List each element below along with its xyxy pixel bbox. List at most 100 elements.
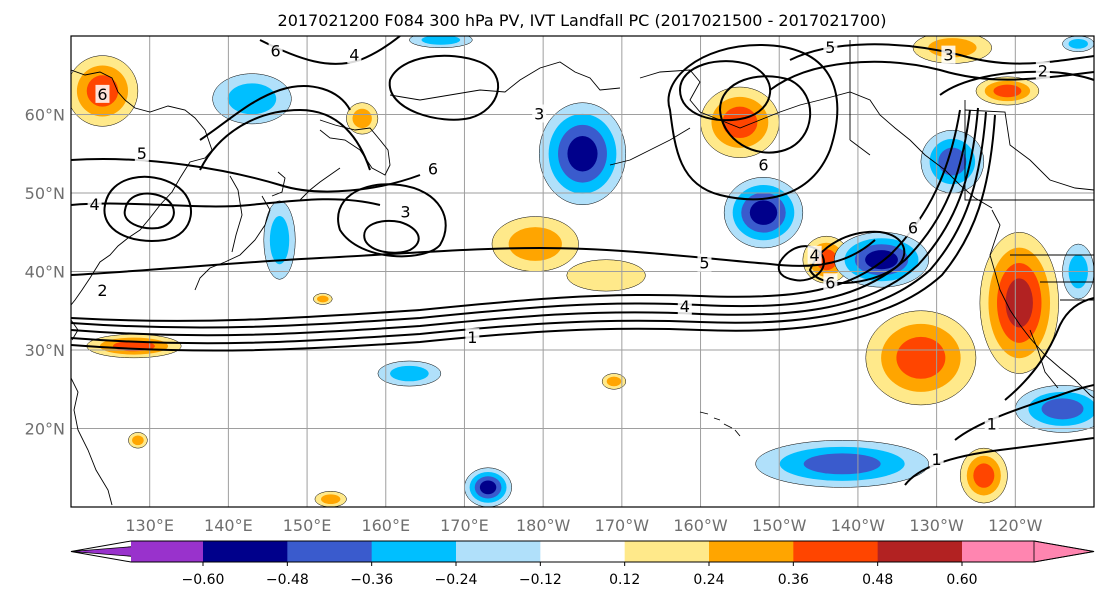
contour-label: 2 xyxy=(1038,61,1048,80)
contour-label-background xyxy=(95,281,110,300)
longitude-tick-label: 140°W xyxy=(831,516,886,535)
pv-anomaly xyxy=(491,216,579,272)
colorbar-segment xyxy=(540,541,626,562)
pv-anomaly-band xyxy=(567,136,598,172)
colorbar-segment xyxy=(203,541,288,562)
contour-label: 4 xyxy=(349,46,359,65)
latitude-tick-labels: 20°N 30°N 40°N 50°N 60°N xyxy=(25,106,65,439)
colorbar-segment xyxy=(131,541,203,562)
contour-label: 4 xyxy=(810,246,820,265)
pv-anomaly-band xyxy=(269,215,290,265)
contour-label-background xyxy=(465,328,480,347)
pv-anomaly xyxy=(975,76,1040,106)
pv-anomaly xyxy=(865,310,977,406)
longitude-tick-label: 150°W xyxy=(752,516,807,535)
contour-label: 2 xyxy=(97,281,107,300)
contour-label: 1 xyxy=(467,328,477,347)
contour-label: 3 xyxy=(534,105,544,124)
colorbar-tick-label: −0.24 xyxy=(435,572,478,588)
pv-anomaly-band xyxy=(390,365,429,382)
pv-anomaly-band xyxy=(132,435,144,446)
pv-anomaly xyxy=(314,491,347,507)
contour-label-background xyxy=(823,37,838,56)
longitude-tick-label: 170°E xyxy=(440,516,489,535)
pv-anomaly-band xyxy=(508,227,562,261)
pv-anomaly-band xyxy=(1005,278,1033,328)
pv-anomaly xyxy=(128,432,148,449)
pv-anomaly-band xyxy=(803,453,881,475)
colorbar-outline xyxy=(70,540,1095,563)
contour-label: 6 xyxy=(758,156,768,175)
longitude-tick-labels: 130°E 140°E 150°E 160°E 170°E 180°W 170°W 160°W… xyxy=(125,516,1042,535)
pv-anomaly-band xyxy=(749,200,778,225)
pv-anomaly xyxy=(755,440,929,488)
pv-anomaly xyxy=(1015,385,1094,433)
pv-anomaly-fills xyxy=(71,36,1094,507)
longitude-tick-label: 130°W xyxy=(909,516,964,535)
colorbar-tick-label: 0.60 xyxy=(946,572,977,588)
pv-anomaly-band xyxy=(421,36,461,45)
contour-label-background xyxy=(134,143,149,162)
contour-label-background xyxy=(95,84,110,103)
contour-label: 6 xyxy=(271,42,281,61)
map-gridlines xyxy=(71,36,1094,507)
latitude-tick-label: 50°N xyxy=(25,184,65,203)
contour-label-background xyxy=(87,194,102,213)
latitude-tick-label: 40°N xyxy=(25,263,65,282)
pv-anomaly xyxy=(409,36,473,49)
pv-anomaly-band xyxy=(479,480,497,495)
pv-anomaly xyxy=(313,293,333,305)
colorbar-tick-label: −0.60 xyxy=(182,572,225,588)
contour-label: 5 xyxy=(825,38,835,57)
pv-anomaly xyxy=(212,73,292,125)
pv-anomaly-band xyxy=(896,336,946,379)
pv-anomaly xyxy=(566,259,646,292)
contour-label: 1 xyxy=(987,415,997,434)
pv-anomaly-band xyxy=(993,84,1022,98)
colorbar-segment xyxy=(877,541,963,562)
contour-label-background xyxy=(756,155,771,174)
longitude-tick-label: 150°E xyxy=(283,516,332,535)
colorbar-segment xyxy=(709,541,794,562)
figure-title: 2017021200 F084 300 hPa PV, IVT Landfall… xyxy=(278,11,887,30)
contour-label-background xyxy=(807,245,822,264)
pv-anomaly xyxy=(723,177,804,249)
contour-label-background xyxy=(697,253,712,272)
pv-anomaly-band xyxy=(1041,398,1084,420)
longitude-tick-label: 140°E xyxy=(204,516,253,535)
contour-label-background xyxy=(677,296,692,315)
pv-anomaly-band xyxy=(722,106,758,139)
colorbar-segment xyxy=(624,541,710,562)
longitude-tick-label: 170°W xyxy=(595,516,650,535)
pv-anomaly xyxy=(538,102,627,206)
contour-label-background xyxy=(532,104,547,123)
latitude-tick-label: 20°N xyxy=(25,420,65,439)
colorbar-tick-label: 0.12 xyxy=(609,572,640,588)
contour-label: 6 xyxy=(428,159,438,178)
colorbar-segment xyxy=(793,541,879,562)
latitude-tick-label: 60°N xyxy=(25,106,65,125)
pv-anomaly xyxy=(263,200,296,280)
contour-label-background xyxy=(1035,61,1050,80)
contour-label: 6 xyxy=(97,85,107,104)
longitude-tick-label: 130°E xyxy=(125,516,174,535)
contour-label-background xyxy=(984,414,999,433)
pv-anomaly xyxy=(834,232,929,288)
longitude-tick-label: 160°W xyxy=(673,516,728,535)
colorbar-segment xyxy=(962,541,1034,562)
contour-label: 3 xyxy=(943,46,953,65)
contour-label: 3 xyxy=(400,203,410,222)
pv-anomaly-band xyxy=(317,295,329,303)
longitude-tick-label: 160°E xyxy=(361,516,410,535)
pv-anomaly xyxy=(346,102,379,135)
pv-anomaly xyxy=(959,447,1008,504)
pv-anomaly-band xyxy=(973,463,995,488)
pv-anomaly xyxy=(1062,36,1094,52)
ivt-contours xyxy=(71,36,1094,486)
colorbar-tick-label: −0.12 xyxy=(519,572,562,588)
colorbar-tick-label: 0.36 xyxy=(778,572,809,588)
colorbar-tick-label: 0.48 xyxy=(862,572,893,588)
colorbar-tick-label: −0.36 xyxy=(350,572,393,588)
